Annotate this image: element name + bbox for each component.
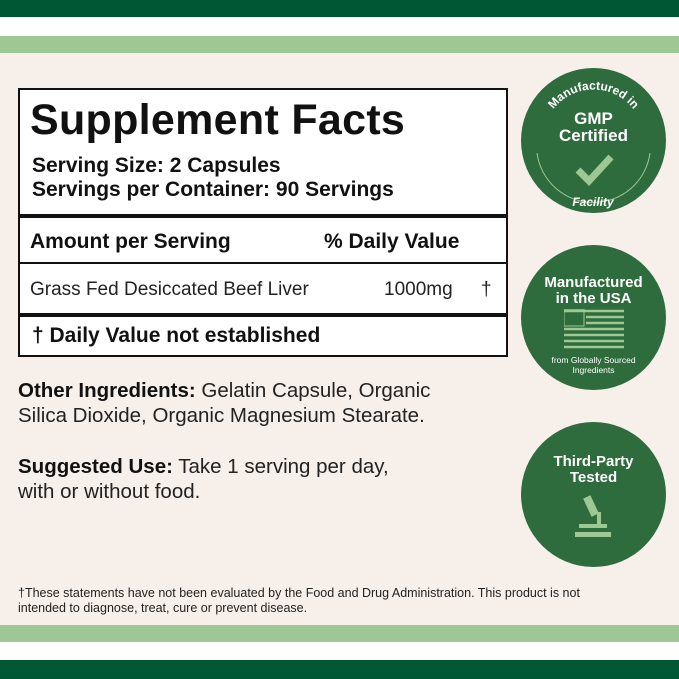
dv-header: % Daily Value bbox=[324, 230, 460, 253]
microscope-icon bbox=[575, 495, 611, 537]
other-ingredients: Other Ingredients: Gelatin Capsule, Orga… bbox=[18, 378, 430, 428]
fda-disclaimer: †These statements have not been evaluate… bbox=[18, 586, 580, 616]
facts-title: Supplement Facts bbox=[30, 96, 406, 144]
other-ingredients-label: Other Ingredients: bbox=[18, 379, 196, 402]
badge-title: Manufactured bbox=[544, 274, 643, 291]
gmp-badge: Manufactured in Facility GMP Certified bbox=[521, 68, 666, 213]
dv-footnote: † Daily Value not established bbox=[32, 324, 321, 347]
top-white-band bbox=[0, 17, 679, 36]
amount-header: Amount per Serving bbox=[30, 230, 231, 253]
divider bbox=[20, 262, 506, 264]
us-flag-icon bbox=[564, 309, 624, 349]
badge-title: in the USA bbox=[555, 290, 632, 307]
bottom-light-band bbox=[0, 625, 679, 642]
badge-subtitle: from Globally Sourced bbox=[551, 355, 636, 365]
badge-subtitle: Ingredients bbox=[572, 365, 615, 375]
badge-bottom-arc: Facility bbox=[572, 195, 615, 209]
badge-title: Tested bbox=[569, 469, 618, 486]
checkmark-icon bbox=[575, 154, 614, 187]
top-light-band bbox=[0, 36, 679, 53]
suggested-use-text: with or without food. bbox=[18, 480, 201, 503]
servings-per-container: Servings per Container: 90 Servings bbox=[32, 178, 394, 201]
ingredient-name: Grass Fed Desiccated Beef Liver bbox=[30, 279, 309, 300]
ingredient-amount: 1000mg bbox=[384, 279, 453, 300]
divider bbox=[20, 313, 506, 317]
other-ingredients-text: Silica Dioxide, Organic Magnesium Steara… bbox=[18, 404, 425, 427]
supplement-facts-panel: Supplement Facts Serving Size: 2 Capsule… bbox=[18, 88, 508, 357]
serving-size: Serving Size: 2 Capsules bbox=[32, 154, 281, 177]
suggested-use-text: Take 1 serving per day, bbox=[172, 455, 389, 478]
badge-top-arc: Manufactured in bbox=[545, 78, 642, 111]
badge-title: GMP bbox=[574, 109, 613, 128]
badge-title: Third-Party bbox=[553, 453, 634, 470]
divider bbox=[20, 214, 506, 218]
top-dark-band bbox=[0, 0, 679, 17]
bottom-dark-band bbox=[0, 660, 679, 679]
disclaimer-line: †These statements have not been evaluate… bbox=[18, 586, 580, 600]
badge-title: Certified bbox=[559, 126, 628, 145]
third-party-badge: Third-Party Tested bbox=[521, 422, 666, 567]
suggested-use: Suggested Use: Take 1 serving per day, w… bbox=[18, 454, 389, 504]
disclaimer-line: intended to diagnose, treat, cure or pre… bbox=[18, 601, 308, 615]
suggested-use-label: Suggested Use: bbox=[18, 455, 173, 478]
ingredient-dv: † bbox=[481, 279, 492, 300]
svg-text:Manufactured in: Manufactured in bbox=[545, 78, 642, 111]
other-ingredients-text: Gelatin Capsule, Organic bbox=[195, 379, 431, 402]
usa-badge: Manufactured in the USA from Globally So… bbox=[521, 245, 666, 390]
badge-ring: Manufactured in Facility bbox=[536, 78, 651, 209]
bottom-white-band bbox=[0, 642, 679, 660]
